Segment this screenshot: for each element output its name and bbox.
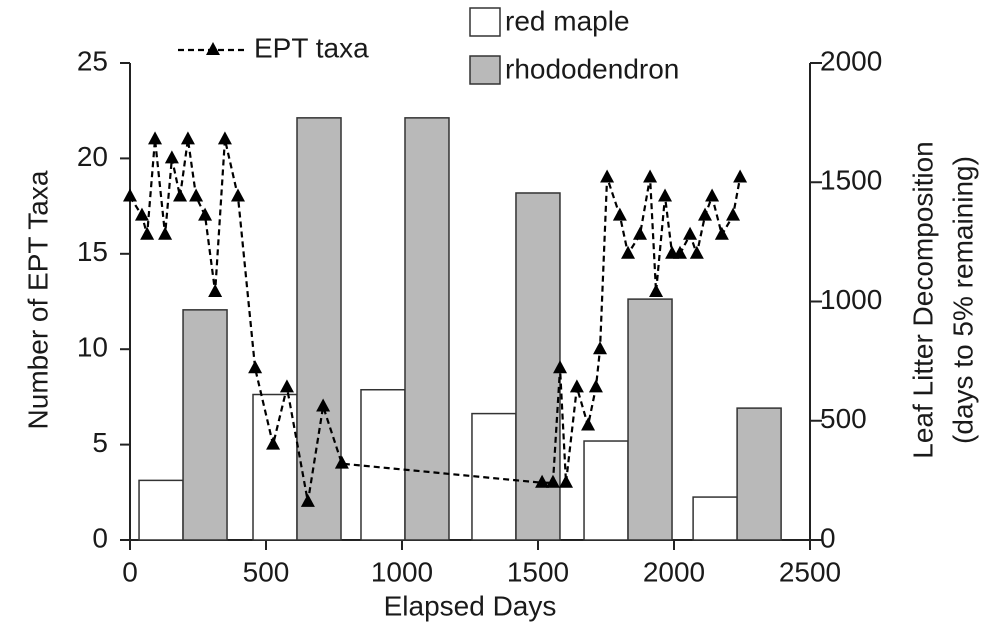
x-tick-label: 1000 — [371, 556, 433, 587]
marker — [300, 493, 315, 507]
marker — [633, 226, 647, 240]
marker — [705, 188, 720, 202]
marker — [672, 245, 687, 259]
y-tick-label: 25 — [77, 45, 108, 76]
marker — [569, 379, 584, 393]
legend-label: EPT taxa — [254, 32, 369, 63]
marker — [588, 379, 603, 393]
bar — [515, 192, 561, 541]
marker — [559, 474, 574, 488]
marker — [134, 207, 149, 221]
y-tick-label: 10 — [77, 332, 108, 363]
marker — [173, 188, 188, 202]
x-tick-label: 500 — [243, 556, 290, 587]
y2-axis-title: (days to 5% remaining) — [947, 156, 978, 444]
marker — [334, 455, 349, 469]
marker — [714, 226, 729, 240]
marker — [316, 398, 331, 412]
y-tick-label: 5 — [92, 427, 108, 458]
marker — [612, 207, 627, 221]
marker — [266, 436, 281, 450]
marker — [643, 169, 658, 183]
marker — [726, 207, 741, 221]
y2-tick-label: 0 — [820, 522, 836, 553]
marker — [593, 341, 608, 355]
y-tick-label: 20 — [77, 141, 108, 172]
x-tick-label: 2000 — [643, 556, 705, 587]
legend-label: red maple — [505, 5, 630, 36]
legend-label: rhododendron — [505, 53, 679, 84]
marker — [140, 226, 155, 240]
marker — [581, 417, 596, 431]
marker — [123, 188, 137, 202]
y2-tick-label: 1500 — [820, 165, 882, 196]
marker — [208, 283, 223, 297]
x-axis-title: Elapsed Days — [384, 590, 557, 621]
marker — [649, 283, 664, 297]
marker — [621, 245, 636, 259]
marker — [658, 188, 673, 202]
bar — [360, 388, 406, 541]
marker — [535, 474, 550, 488]
x-tick-label: 2500 — [779, 556, 841, 587]
marker — [683, 226, 698, 240]
y2-tick-label: 2000 — [820, 45, 882, 76]
bar — [736, 407, 782, 541]
marker — [180, 131, 195, 145]
bar — [138, 479, 184, 541]
marker — [217, 131, 232, 145]
marker — [545, 474, 560, 488]
marker — [164, 150, 179, 164]
legend-swatch — [469, 55, 501, 85]
bar — [252, 393, 298, 541]
marker — [689, 245, 704, 259]
marker — [148, 131, 163, 145]
y-tick-label: 15 — [77, 236, 108, 267]
x-tick-label: 0 — [122, 556, 138, 587]
bar — [471, 412, 517, 541]
y-tick-label: 0 — [92, 522, 108, 553]
y-axis-title: Number of EPT Taxa — [22, 170, 53, 429]
marker — [600, 169, 615, 183]
marker — [279, 379, 294, 393]
y2-tick-label: 1000 — [820, 284, 882, 315]
x-tick-label: 1500 — [507, 556, 569, 587]
y2-tick-label: 500 — [820, 403, 867, 434]
marker — [553, 360, 568, 374]
y2-axis-title: Leaf Litter Decomposition — [907, 141, 938, 459]
bar — [692, 496, 738, 541]
legend-marker — [206, 42, 220, 55]
marker — [248, 360, 263, 374]
bar — [296, 117, 342, 541]
bar — [182, 309, 228, 541]
marker — [198, 207, 213, 221]
marker — [230, 188, 245, 202]
bar — [627, 298, 673, 541]
marker — [698, 207, 713, 221]
legend-swatch — [469, 7, 501, 37]
marker — [189, 188, 204, 202]
bar — [404, 117, 450, 541]
marker — [733, 169, 748, 183]
marker — [158, 226, 173, 240]
bar — [583, 440, 629, 541]
